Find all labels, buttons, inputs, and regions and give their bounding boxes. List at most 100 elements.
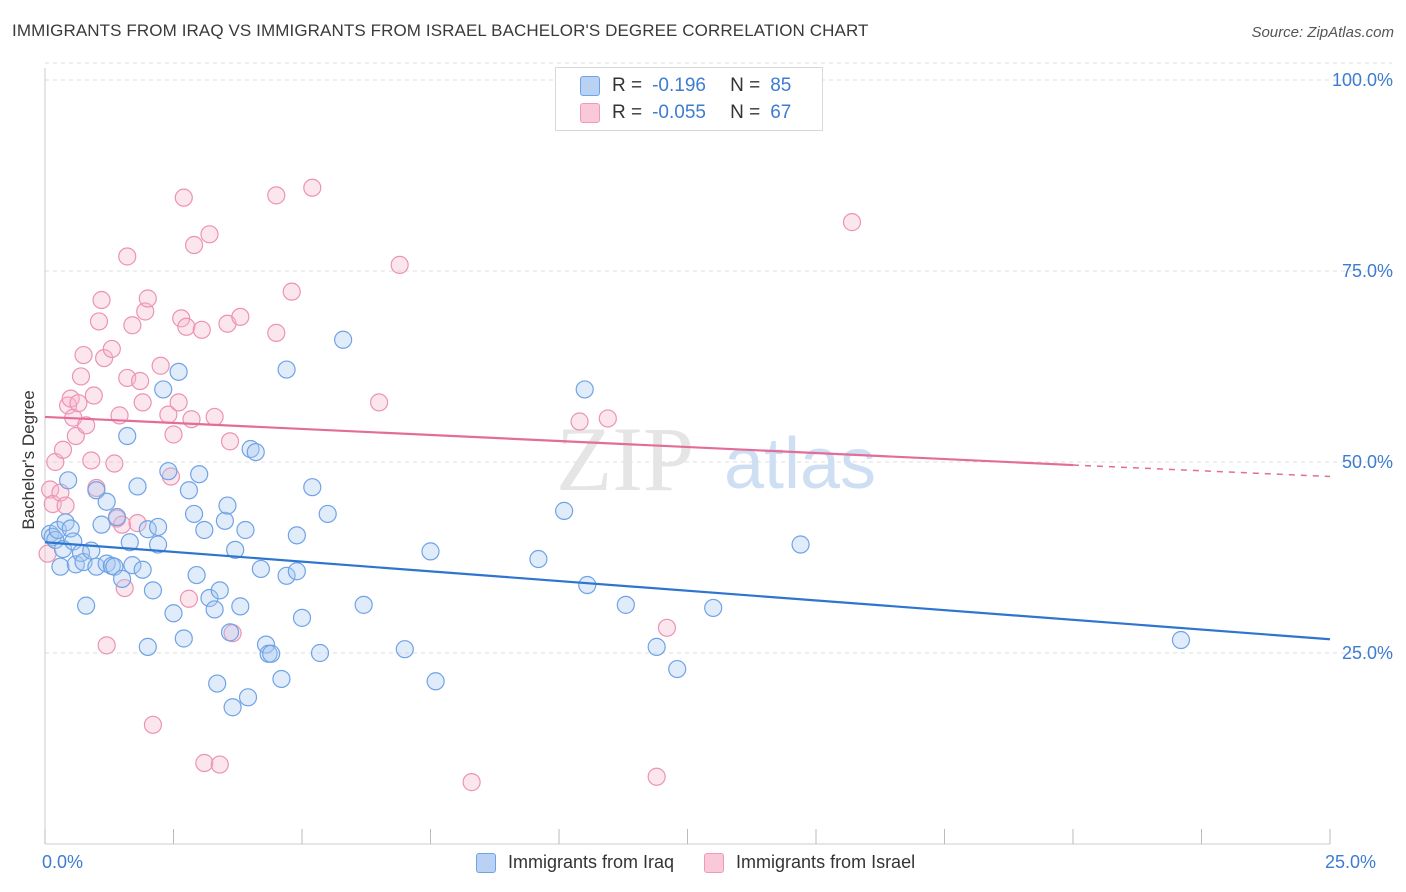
iraq-point: [51, 557, 70, 576]
israel-point: [192, 320, 211, 339]
iraq-point: [1171, 630, 1191, 650]
israel-point: [92, 290, 111, 310]
iraq-point: [120, 533, 139, 552]
israel-point: [205, 407, 224, 427]
israel-point: [123, 316, 142, 335]
iraq-point: [205, 600, 224, 619]
iraq-point: [647, 637, 666, 656]
iraq-point: [354, 595, 373, 614]
iraq-point: [231, 597, 250, 616]
iraq-point: [184, 504, 204, 524]
iraq-point: [287, 562, 306, 581]
iraq-point: [148, 517, 168, 537]
x-tick-label-max: 25.0%: [1325, 852, 1377, 872]
correlation-legend: R = -0.196 N = 85 R = -0.055 N = 67: [555, 67, 823, 131]
y-tick-label: 50.0%: [1342, 452, 1393, 472]
iraq-point: [210, 581, 229, 600]
iraq-point: [303, 478, 322, 497]
israel-point: [77, 416, 96, 435]
iraq-point: [97, 492, 116, 511]
r-label: R =: [612, 102, 643, 123]
israel-point: [267, 323, 286, 342]
israel-point: [657, 618, 677, 637]
iraq-point: [143, 581, 163, 600]
legend-row-iraq: R = -0.196 N = 85: [580, 74, 791, 98]
iraq-point: [246, 442, 265, 462]
israel-point: [128, 514, 147, 533]
israel-point: [570, 412, 589, 431]
y-axis-label: Bachelor's Degree: [19, 390, 38, 530]
iraq-point: [426, 672, 445, 691]
iraq-point: [77, 596, 96, 615]
israel-point: [598, 409, 617, 428]
israel-point: [69, 394, 88, 413]
iraq-point: [154, 380, 173, 399]
watermark: ZIP atlas: [556, 408, 876, 510]
israel-point: [390, 255, 409, 274]
legend-label-israel: Immigrants from Israel: [736, 852, 916, 872]
legend-row-israel: R = -0.055 N = 67: [580, 101, 791, 125]
israel-point: [133, 393, 152, 412]
iraq-point: [310, 643, 330, 663]
israel-point: [267, 186, 286, 205]
iraq-point: [133, 560, 152, 579]
israel-point: [105, 454, 124, 473]
x-tick-label-min: 0.0%: [42, 852, 84, 872]
israel-point: [220, 432, 240, 451]
iraq-point: [241, 439, 260, 459]
iraq-point: [575, 380, 594, 399]
iraq-point: [318, 504, 337, 524]
israel-point: [53, 440, 73, 459]
israel-point: [56, 496, 75, 515]
israel-point: [84, 386, 103, 405]
israel-point: [842, 213, 862, 232]
iraq-point: [200, 588, 219, 608]
israel-point: [164, 425, 183, 444]
iraq-point: [187, 565, 206, 585]
iraq-point: [236, 520, 255, 540]
iraq-point: [277, 566, 296, 585]
israel-point: [102, 339, 121, 359]
iraq-point: [112, 569, 132, 588]
israel-point: [41, 480, 60, 499]
israel-trend-extension: [1072, 464, 1331, 478]
israel-point: [138, 289, 157, 308]
israel-point: [97, 636, 116, 655]
israel-point: [174, 188, 193, 207]
israel-point: [231, 307, 250, 326]
iraq-point: [226, 540, 245, 559]
iraq-point: [287, 526, 306, 545]
israel-point: [143, 715, 163, 734]
israel-point: [182, 410, 201, 429]
israel-point: [118, 247, 137, 266]
iraq-point: [421, 542, 440, 561]
iraq-point: [272, 669, 291, 689]
israel-point: [184, 235, 204, 255]
israel-point: [370, 393, 389, 412]
iraq-point: [190, 465, 209, 484]
israel-legend-swatch: [704, 852, 725, 873]
grid-lines: [45, 62, 1392, 654]
iraq-point: [208, 674, 227, 693]
n-label: N =: [730, 75, 761, 96]
iraq-point: [668, 659, 687, 679]
israel-point: [179, 589, 199, 608]
iraq-point: [107, 507, 127, 527]
iraq-point: [118, 426, 137, 446]
israel-point: [210, 755, 229, 774]
israel-point: [647, 767, 666, 786]
iraq-point: [87, 481, 106, 500]
israel-trend-line: [44, 415, 1074, 467]
chart-title: IMMIGRANTS FROM IRAQ VS IMMIGRANTS FROM …: [12, 21, 869, 40]
n-label: N =: [730, 102, 761, 123]
iraq-point: [169, 362, 188, 381]
israel-point: [177, 317, 196, 336]
israel-point: [151, 356, 170, 375]
iraq-point: [555, 501, 574, 520]
israel-point: [169, 393, 188, 412]
israel-point: [95, 348, 114, 368]
source-label: Source: ZipAtlas.com: [1251, 24, 1394, 41]
iraq-point: [334, 330, 353, 349]
israel-point: [130, 371, 150, 391]
